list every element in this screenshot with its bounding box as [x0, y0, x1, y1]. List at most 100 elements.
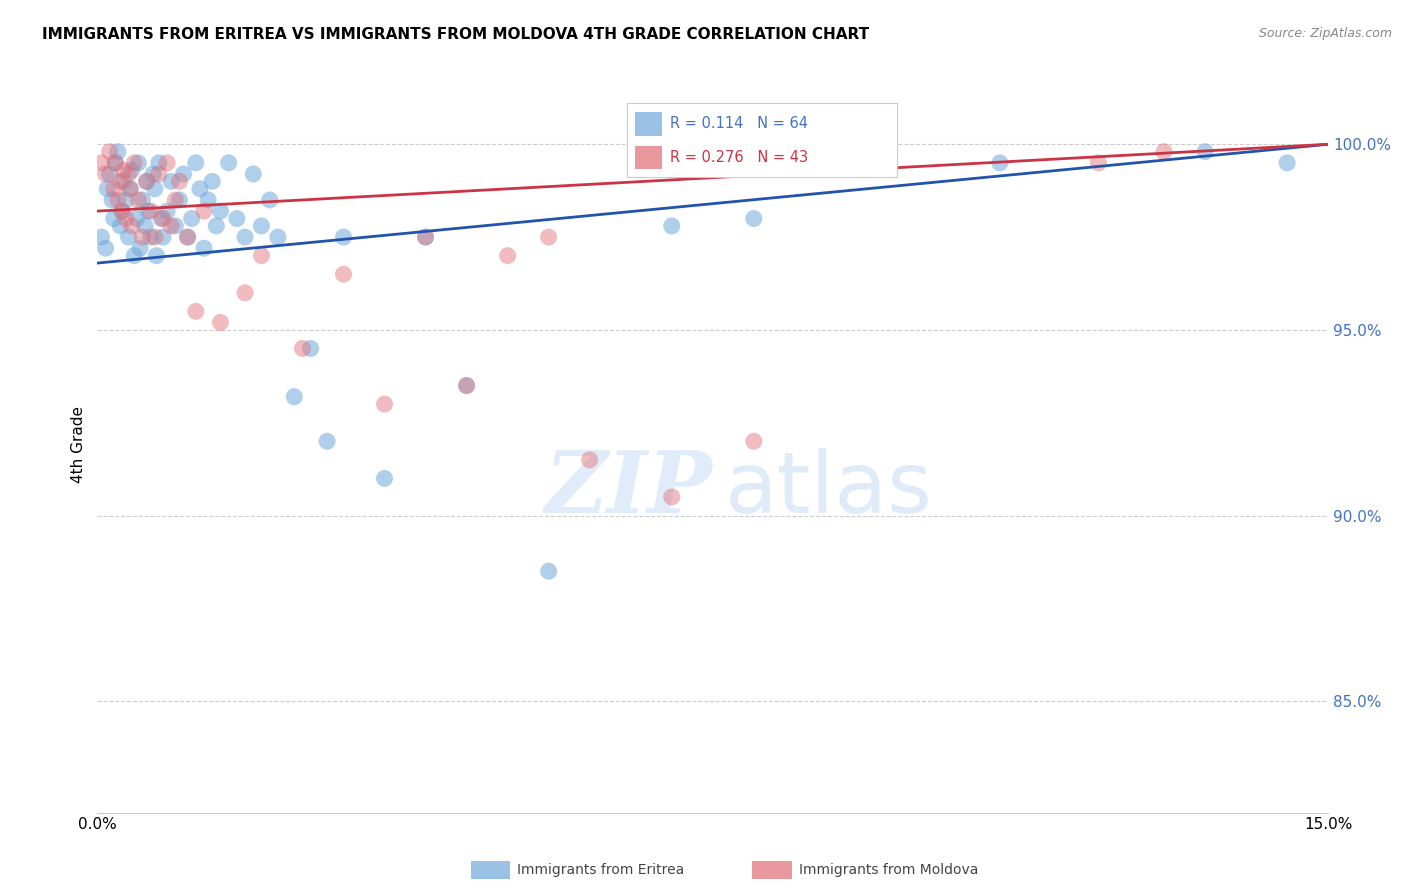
Point [1194, 145, 1216, 159]
Point [193, 204, 215, 219]
Point [173, 167, 195, 181]
Point [110, 174, 132, 188]
Point [156, 204, 179, 219]
Point [90, 230, 112, 244]
Point [112, 174, 135, 188]
Point [415, 230, 437, 244]
Point [742, 211, 765, 226]
Point [148, 156, 170, 170]
Point [233, 285, 256, 300]
Point [197, 193, 219, 207]
Point [131, 193, 153, 207]
Point [259, 193, 281, 207]
Point [107, 145, 129, 159]
Point [98, 167, 121, 181]
Point [160, 174, 183, 188]
Point [127, 156, 149, 170]
Point [1087, 156, 1109, 170]
Point [143, 230, 166, 244]
Point [120, 182, 142, 196]
Text: IMMIGRANTS FROM ERITREA VS IMMIGRANTS FROM MOLDOVA 4TH GRADE CORRELATION CHART: IMMIGRANTS FROM ERITREA VS IMMIGRANTS FR… [42, 27, 869, 42]
Text: Immigrants from Moldova: Immigrants from Moldova [799, 863, 979, 877]
Point [117, 230, 139, 244]
Point [124, 156, 146, 170]
Point [150, 211, 173, 226]
Point [332, 267, 354, 281]
Point [104, 156, 127, 170]
Text: ZIP: ZIP [546, 448, 713, 531]
Point [112, 163, 135, 178]
Point [169, 174, 191, 188]
Point [131, 230, 153, 244]
Point [139, 230, 162, 244]
Point [184, 156, 207, 170]
Point [152, 211, 174, 226]
Point [299, 342, 322, 356]
Point [103, 211, 125, 226]
Y-axis label: 4th Grade: 4th Grade [72, 407, 86, 483]
Point [537, 564, 560, 578]
Point [96, 182, 118, 196]
Point [988, 156, 1011, 170]
Point [209, 204, 232, 219]
Point [101, 193, 124, 207]
Point [250, 219, 273, 233]
Point [125, 211, 148, 226]
Point [139, 204, 162, 219]
Point [184, 304, 207, 318]
Point [103, 182, 125, 196]
Point [165, 193, 187, 207]
Point [135, 174, 157, 188]
Point [496, 249, 519, 263]
Point [90, 156, 112, 170]
Point [250, 249, 273, 263]
Point [98, 145, 121, 159]
Point [578, 453, 600, 467]
Point [104, 156, 127, 170]
Point [115, 211, 138, 226]
Point [233, 230, 256, 244]
Point [143, 182, 166, 196]
Point [283, 390, 305, 404]
Point [373, 471, 395, 485]
Point [661, 219, 683, 233]
Point [193, 241, 215, 255]
Point [111, 204, 134, 219]
Point [110, 219, 132, 233]
Point [121, 163, 143, 178]
Point [267, 230, 290, 244]
Point [129, 241, 152, 255]
Point [94, 167, 117, 181]
Point [135, 174, 157, 188]
Point [415, 230, 437, 244]
Point [1153, 145, 1175, 159]
Point [165, 219, 187, 233]
Point [169, 193, 191, 207]
Point [176, 230, 198, 244]
Point [117, 167, 139, 181]
Text: Immigrants from Eritrea: Immigrants from Eritrea [517, 863, 685, 877]
Point [205, 219, 228, 233]
Point [456, 378, 478, 392]
Text: atlas: atlas [725, 448, 934, 531]
Point [373, 397, 395, 411]
Point [291, 342, 314, 356]
Point [148, 167, 170, 181]
Point [94, 241, 117, 255]
Point [1275, 156, 1298, 170]
Point [152, 230, 174, 244]
Text: Source: ZipAtlas.com: Source: ZipAtlas.com [1258, 27, 1392, 40]
Point [316, 434, 339, 449]
Point [160, 219, 183, 233]
Point [121, 219, 143, 233]
Point [218, 156, 240, 170]
Point [180, 211, 202, 226]
Point [134, 219, 156, 233]
Point [242, 167, 264, 181]
Point [201, 174, 224, 188]
Point [120, 182, 142, 196]
Point [209, 316, 232, 330]
Point [742, 434, 765, 449]
Point [225, 211, 247, 226]
Point [456, 378, 478, 392]
